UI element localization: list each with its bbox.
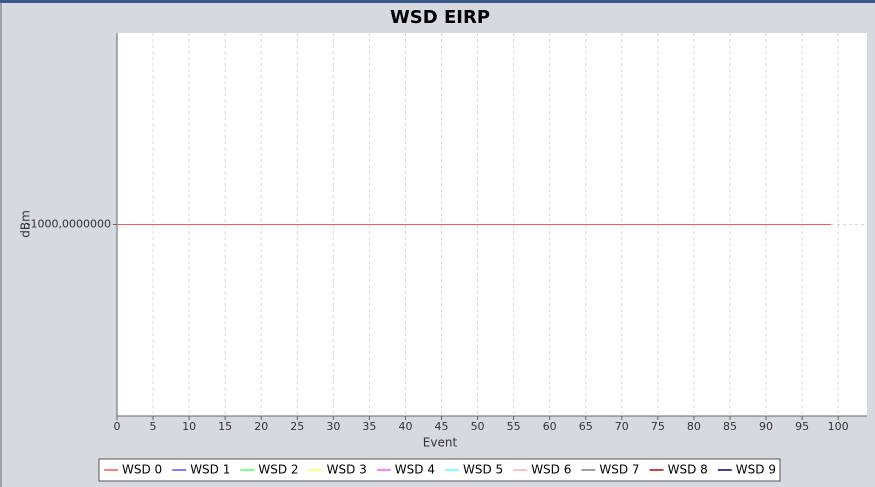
x-tick-label: 50 bbox=[471, 420, 485, 433]
legend-entry: WSD 2 bbox=[258, 463, 298, 477]
chart-title: WSD EIRP bbox=[390, 7, 490, 28]
legend-entry: WSD 7 bbox=[599, 463, 639, 477]
x-tick-label: 20 bbox=[254, 420, 268, 433]
x-tick-label: 40 bbox=[398, 420, 412, 433]
x-tick-label: 65 bbox=[579, 420, 593, 433]
x-tick-label: 80 bbox=[687, 420, 701, 433]
legend-entry: WSD 5 bbox=[463, 463, 503, 477]
legend-entry: WSD 6 bbox=[531, 463, 571, 477]
x-tick-label: 90 bbox=[759, 420, 773, 433]
x-tick-label: 30 bbox=[326, 420, 340, 433]
x-tick-label: 75 bbox=[651, 420, 665, 433]
x-axis-label: Event bbox=[423, 436, 458, 450]
x-tick-label: 35 bbox=[362, 420, 376, 433]
y-tick-label: -1000,0000000 bbox=[27, 218, 111, 231]
x-tick-label: 100 bbox=[828, 420, 849, 433]
x-tick-label: 45 bbox=[435, 420, 449, 433]
x-tick-label: 25 bbox=[290, 420, 304, 433]
x-tick-label: 55 bbox=[507, 420, 521, 433]
x-tick-label: 85 bbox=[723, 420, 737, 433]
legend-entry: WSD 4 bbox=[395, 463, 435, 477]
y-axis-label: dBm bbox=[19, 210, 33, 238]
legend-entry: WSD 1 bbox=[190, 463, 230, 477]
x-tick-label: 70 bbox=[615, 420, 629, 433]
x-tick-label: 0 bbox=[114, 420, 121, 433]
legend-entry: WSD 9 bbox=[736, 463, 776, 477]
window-title-bar bbox=[0, 0, 875, 3]
x-tick-label: 10 bbox=[182, 420, 196, 433]
x-tick-label: 60 bbox=[543, 420, 557, 433]
window-border bbox=[0, 3, 2, 487]
legend-box bbox=[98, 458, 781, 482]
legend-entry: WSD 0 bbox=[122, 463, 162, 477]
x-tick-label: 5 bbox=[150, 420, 157, 433]
x-tick-label: 15 bbox=[218, 420, 232, 433]
legend-entry: WSD 3 bbox=[327, 463, 367, 477]
x-tick-label: 95 bbox=[795, 420, 809, 433]
legend-entry: WSD 8 bbox=[668, 463, 708, 477]
